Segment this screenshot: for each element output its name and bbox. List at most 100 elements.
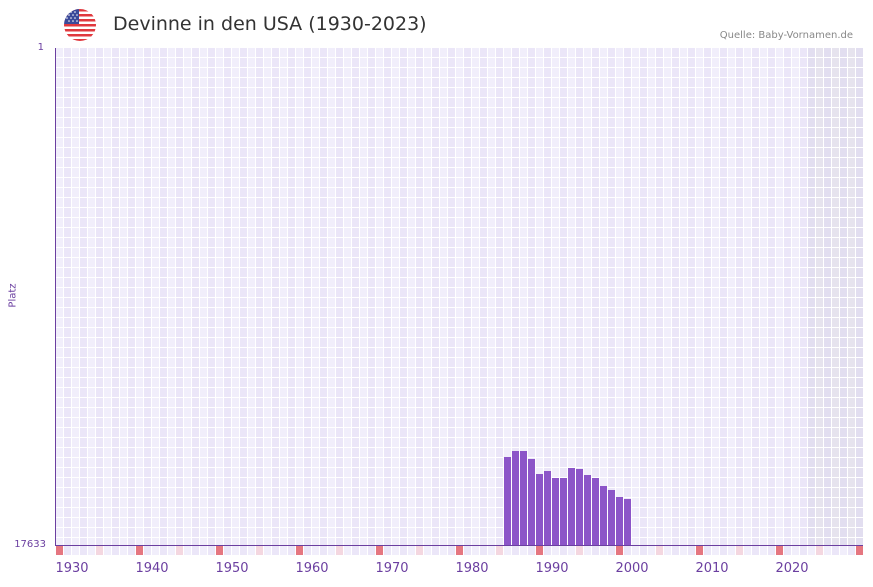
source-link[interactable]: Quelle: Baby-Vornamen.de <box>719 30 853 41</box>
bar-1994[interactable] <box>584 475 591 545</box>
grid-column <box>480 48 487 545</box>
grid-column <box>720 48 727 545</box>
year-marker <box>648 546 655 555</box>
year-marker <box>224 546 231 555</box>
year-marker <box>640 546 647 555</box>
grid-column <box>544 48 551 545</box>
y-axis-label: Platz <box>7 283 19 308</box>
grid-column <box>744 48 751 545</box>
year-marker <box>480 546 487 555</box>
year-marker <box>416 546 423 555</box>
grid-column <box>520 48 527 545</box>
grid-column <box>72 48 79 545</box>
grid-column <box>680 48 687 545</box>
year-marker <box>312 546 319 555</box>
x-tick-2000: 2000 <box>615 561 649 576</box>
year-marker <box>504 546 511 555</box>
y-tick-bottom: 17633 <box>14 539 46 550</box>
grid-column <box>128 48 135 545</box>
grid-column <box>264 48 271 545</box>
grid-column <box>760 48 767 545</box>
usa-flag-icon <box>64 9 96 41</box>
year-marker <box>328 546 335 555</box>
grid-column <box>712 48 719 545</box>
grid-column <box>592 48 599 545</box>
year-marker <box>672 546 679 555</box>
grid-column <box>376 48 383 545</box>
grid-column <box>184 48 191 545</box>
year-marker <box>608 546 615 555</box>
year-marker <box>456 546 463 555</box>
year-marker <box>240 546 247 555</box>
x-tick-1950: 1950 <box>215 561 249 576</box>
grid-column <box>336 48 343 545</box>
year-marker <box>704 546 711 555</box>
year-marker <box>120 546 127 555</box>
year-marker <box>128 546 135 555</box>
bar-1993[interactable] <box>576 469 583 545</box>
grid-column <box>248 48 255 545</box>
x-tick-2020: 2020 <box>775 561 809 576</box>
year-marker <box>712 546 719 555</box>
year-marker <box>344 546 351 555</box>
year-marker <box>336 546 343 555</box>
bar-1990[interactable] <box>552 477 559 545</box>
grid-column <box>312 48 319 545</box>
grid-column <box>320 48 327 545</box>
grid-column <box>296 48 303 545</box>
bar-1988[interactable] <box>536 473 543 545</box>
bar-1984[interactable] <box>504 456 511 545</box>
year-marker <box>376 546 383 555</box>
grid-column <box>528 48 535 545</box>
grid-column <box>344 48 351 545</box>
bar-1991[interactable] <box>560 477 567 545</box>
grid-column <box>432 48 439 545</box>
grid-column <box>504 48 511 545</box>
year-marker <box>584 546 591 555</box>
year-marker <box>816 546 823 555</box>
year-marker <box>600 546 607 555</box>
bar-1998[interactable] <box>616 496 623 545</box>
plot-area <box>56 48 863 545</box>
bar-1985[interactable] <box>512 450 519 545</box>
year-marker <box>392 546 399 555</box>
year-marker <box>168 546 175 555</box>
year-marker <box>832 546 839 555</box>
bar-1999[interactable] <box>624 498 631 545</box>
bar-1989[interactable] <box>544 471 551 545</box>
grid-column <box>288 48 295 545</box>
year-marker <box>552 546 559 555</box>
chart-title: Devinne in den USA (1930-2023) <box>113 13 427 35</box>
bar-1992[interactable] <box>568 467 575 545</box>
grid-column <box>632 48 639 545</box>
x-tick-1930: 1930 <box>55 561 89 576</box>
year-marker <box>696 546 703 555</box>
year-marker <box>760 546 767 555</box>
grid-column <box>640 48 647 545</box>
grid-column <box>392 48 399 545</box>
grid-column <box>688 48 695 545</box>
grid-column <box>240 48 247 545</box>
grid-column <box>416 48 423 545</box>
grid-column <box>80 48 87 545</box>
bar-1997[interactable] <box>608 490 615 545</box>
grid-column <box>176 48 183 545</box>
year-marker <box>280 546 287 555</box>
bar-1986[interactable] <box>520 450 527 545</box>
bar-1995[interactable] <box>592 477 599 545</box>
grid-column <box>56 48 63 545</box>
grid-column <box>472 48 479 545</box>
year-marker <box>528 546 535 555</box>
bar-1996[interactable] <box>600 486 607 545</box>
grid-column <box>352 48 359 545</box>
year-marker <box>768 546 775 555</box>
grid-column <box>160 48 167 545</box>
grid-column <box>848 48 855 545</box>
grid-column <box>696 48 703 545</box>
x-tick-2010: 2010 <box>695 561 729 576</box>
year-marker <box>472 546 479 555</box>
grid-column <box>456 48 463 545</box>
year-marker <box>264 546 271 555</box>
year-marker <box>88 546 95 555</box>
bar-1987[interactable] <box>528 459 535 545</box>
